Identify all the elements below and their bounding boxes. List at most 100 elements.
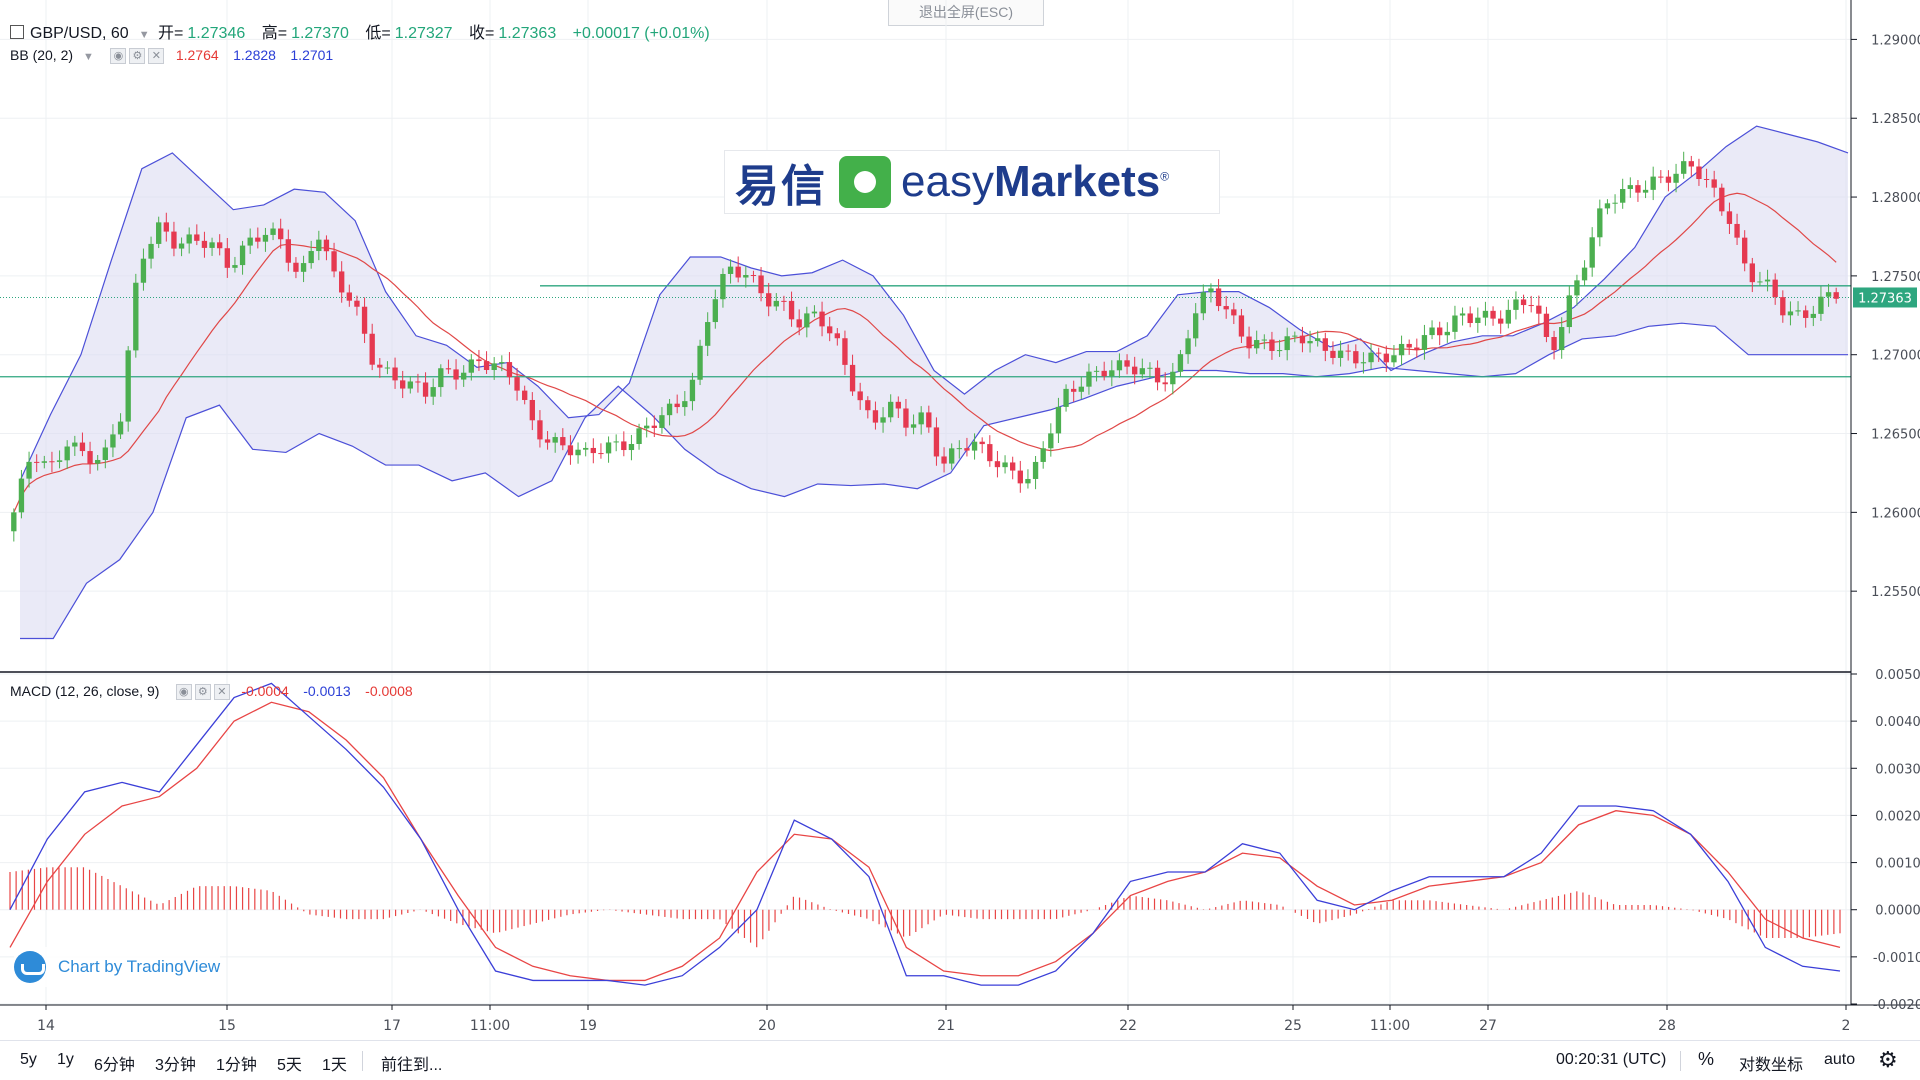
candle-body xyxy=(1437,327,1443,336)
utc-clock[interactable]: 00:20:31 (UTC) xyxy=(1556,1051,1667,1068)
gear-icon[interactable]: ⚙ xyxy=(1878,1047,1898,1072)
candle-body xyxy=(293,262,299,272)
high-label: 高= xyxy=(261,25,288,42)
candle-body xyxy=(918,412,924,425)
chevron-down-icon[interactable]: ▼ xyxy=(83,51,94,64)
macd-hist-value: -0.0004 xyxy=(241,683,289,700)
time-axis-label: 15 xyxy=(218,1018,236,1034)
macd-pane xyxy=(9,682,1841,986)
candle-body xyxy=(666,403,673,416)
candle-body xyxy=(933,427,940,457)
candle-body xyxy=(1200,292,1206,314)
candle-body xyxy=(79,442,86,452)
close-value: 1.27363 xyxy=(498,25,557,42)
candle-body xyxy=(1139,368,1145,375)
watermark-en-light: easy xyxy=(901,157,994,206)
candle-body xyxy=(895,401,901,409)
candle-body xyxy=(682,401,688,408)
bb-upper-value: 1.2828 xyxy=(233,47,276,64)
symbol-label[interactable]: GBP/USD, 60 xyxy=(30,25,129,42)
collapse-icon[interactable] xyxy=(10,25,24,39)
eye-icon[interactable]: ◉ xyxy=(110,47,127,64)
candle-body xyxy=(64,446,70,461)
candle-body xyxy=(117,421,124,435)
candle-body xyxy=(186,234,192,244)
chart-canvas[interactable]: 1.29000 1.28500 1.28000 1.27500 1.27000 1.265… xyxy=(0,0,1920,1040)
candle-body xyxy=(804,313,810,328)
macd-signal-value: -0.0008 xyxy=(365,683,413,700)
candle-body xyxy=(384,367,391,369)
candle-body xyxy=(872,410,879,423)
exit-fullscreen-button[interactable]: 退出全屏(ESC) xyxy=(888,0,1044,26)
candle-body xyxy=(644,425,650,429)
candle-body xyxy=(567,445,574,456)
high-value: 1.27370 xyxy=(291,25,349,42)
candle-body xyxy=(1002,462,1008,468)
price-axis-label: 1.27000 xyxy=(1871,349,1920,364)
watermark-en-bold: Markets xyxy=(993,157,1161,206)
close-icon[interactable]: ✕ xyxy=(213,683,230,700)
candle-body xyxy=(1452,315,1458,332)
candle-body xyxy=(1589,237,1595,268)
price-axis[interactable]: 1.29000 1.28500 1.28000 1.27500 1.27000 1.265… xyxy=(1851,33,1920,600)
macd-axis[interactable]: 0.0050 0.0040 0.0030 0.0020 0.0010 0.0000 -0.0… xyxy=(1851,668,1920,1013)
gear-icon[interactable]: ⚙ xyxy=(194,683,211,700)
candle-body xyxy=(323,239,330,252)
candle-body xyxy=(1810,313,1816,318)
candle-body xyxy=(1215,288,1222,307)
auto-scale-toggle[interactable]: auto xyxy=(1824,1051,1856,1068)
candle-body xyxy=(110,434,116,448)
bb-indicator-name[interactable]: BB (20, 2) xyxy=(10,47,74,64)
candle-body xyxy=(133,282,139,351)
candle-body xyxy=(796,319,802,328)
candle-body xyxy=(1421,335,1428,350)
candle-body xyxy=(888,401,894,418)
range-1min-button[interactable]: 1分钟 xyxy=(216,1057,257,1074)
range-1y-button[interactable]: 1y xyxy=(57,1051,74,1068)
log-scale-toggle[interactable]: 对数坐标 xyxy=(1739,1057,1804,1074)
candle-body xyxy=(1116,360,1123,371)
candle-body xyxy=(880,417,886,423)
candle-body xyxy=(377,364,383,368)
chevron-down-icon[interactable]: ▼ xyxy=(138,29,150,41)
close-icon[interactable]: ✕ xyxy=(148,47,165,64)
watermark-reg: ® xyxy=(1160,169,1170,184)
goto-date-button[interactable]: 前往到... xyxy=(381,1057,443,1074)
macd-indicator-controls: ◉ ⚙ ✕ xyxy=(175,683,233,701)
candle-body xyxy=(1162,382,1168,385)
candle-body xyxy=(750,275,757,277)
eye-icon[interactable]: ◉ xyxy=(175,683,192,700)
macd-axis-label: 0.0010 xyxy=(1875,857,1920,872)
price-axis-label: 1.28500 xyxy=(1871,112,1920,127)
candle-body xyxy=(1109,370,1115,377)
candle-body xyxy=(1238,315,1245,337)
candle-body xyxy=(1177,354,1184,372)
candle-body xyxy=(529,399,535,421)
range-5y-button[interactable]: 5y xyxy=(20,1051,37,1068)
bb-lower-value: 1.2701 xyxy=(290,47,334,64)
candle-body xyxy=(331,251,337,272)
candle-body xyxy=(1475,317,1481,324)
candle-body xyxy=(316,239,322,252)
range-3min-button[interactable]: 3分钟 xyxy=(155,1057,196,1074)
time-axis-label: 21 xyxy=(937,1018,955,1034)
candle-body xyxy=(994,461,1001,468)
macd-indicator-name[interactable]: MACD (12, 26, close, 9) xyxy=(10,683,160,700)
candle-body xyxy=(712,299,718,323)
gear-icon[interactable]: ⚙ xyxy=(129,47,146,64)
percent-scale-toggle[interactable]: % xyxy=(1698,1049,1715,1069)
tradingview-badge[interactable]: Chart by TradingView xyxy=(14,947,221,987)
candle-body xyxy=(1505,309,1511,324)
candle-body xyxy=(1292,335,1298,337)
candle-body xyxy=(1833,292,1839,299)
range-6min-button[interactable]: 6分钟 xyxy=(94,1057,135,1074)
candle-body xyxy=(1703,178,1710,180)
candle-body xyxy=(727,266,734,274)
candle-body xyxy=(18,478,25,513)
range-5d-button[interactable]: 5天 xyxy=(277,1057,302,1074)
time-axis-label: 11:00 xyxy=(1370,1018,1410,1034)
range-1d-button[interactable]: 1天 xyxy=(322,1057,347,1074)
candle-body xyxy=(140,258,147,283)
candle-body xyxy=(1154,367,1161,383)
time-axis[interactable]: 14 15 17 11:00 19 20 21 22 25 11:00 27 28 2 xyxy=(37,1005,1850,1034)
